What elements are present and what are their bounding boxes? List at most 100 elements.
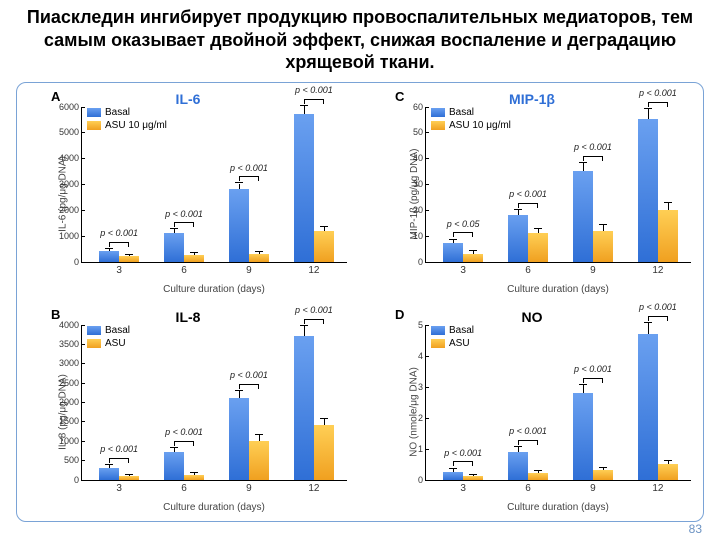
y-tick: 1000 [59, 231, 82, 241]
bar-asu [593, 231, 613, 262]
bar-basal [443, 472, 463, 480]
bar-basal [294, 336, 314, 479]
swatch-asu [87, 339, 101, 348]
p-value-label: p < 0.001 [295, 305, 333, 315]
p-value-label: p < 0.001 [100, 228, 138, 238]
legend-asu: ASU 10 μg/ml [105, 120, 167, 131]
panel-letter: C [395, 89, 404, 104]
p-value-label: p < 0.001 [444, 448, 482, 458]
y-tick: 2500 [59, 378, 82, 388]
legend: BasalASU [87, 325, 130, 351]
p-value-label: p < 0.001 [295, 85, 333, 95]
y-tick: 1500 [59, 416, 82, 426]
p-value-label: p < 0.001 [100, 444, 138, 454]
legend-basal: Basal [449, 107, 474, 118]
x-tick: 3 [116, 262, 122, 276]
p-value-label: p < 0.001 [639, 302, 677, 312]
bar-asu [528, 233, 548, 261]
legend-basal: Basal [449, 325, 474, 336]
swatch-basal [431, 108, 445, 117]
bar-asu [314, 425, 334, 479]
y-tick: 4000 [59, 320, 82, 330]
y-tick: 60 [413, 102, 426, 112]
bar-asu [184, 475, 204, 480]
page-number: 83 [689, 522, 702, 536]
p-value-label: p < 0.001 [230, 163, 268, 173]
chart-panel-B: BIL-8IL-8 (pg/μg DNA)Culture duration (d… [25, 307, 351, 517]
chart-title: NO [522, 309, 543, 325]
bar-asu [463, 254, 483, 262]
x-tick: 6 [181, 262, 187, 276]
x-tick: 9 [246, 262, 252, 276]
swatch-asu [431, 339, 445, 348]
y-tick: 6000 [59, 102, 82, 112]
page-title: Пиаскледин ингибирует продукцию провоспа… [0, 0, 720, 78]
swatch-basal [431, 326, 445, 335]
y-tick: 5 [418, 320, 426, 330]
chart-panel-A: AIL-6IL-6 (pg/μg DNA)Culture duration (d… [25, 89, 351, 299]
bar-basal [294, 114, 314, 261]
y-tick: 5000 [59, 127, 82, 137]
legend-asu: ASU 10 μg/ml [449, 120, 511, 131]
x-tick: 6 [525, 480, 531, 494]
y-tick: 0 [418, 257, 426, 267]
x-axis-label: Culture duration (days) [425, 284, 691, 295]
x-tick: 12 [308, 480, 319, 494]
y-tick: 3 [418, 382, 426, 392]
bar-basal [638, 334, 658, 480]
y-tick: 2000 [59, 397, 82, 407]
y-tick: 2 [418, 413, 426, 423]
x-tick: 12 [652, 262, 663, 276]
swatch-basal [87, 326, 101, 335]
y-tick: 0 [418, 475, 426, 485]
y-tick: 500 [64, 455, 82, 465]
x-tick: 12 [652, 480, 663, 494]
p-value-label: p < 0.001 [165, 427, 203, 437]
bar-asu [184, 255, 204, 261]
bar-basal [164, 233, 184, 261]
chart-title: MIP-1β [509, 91, 555, 107]
y-tick: 30 [413, 179, 426, 189]
bar-asu [249, 254, 269, 262]
bar-asu [528, 473, 548, 479]
panel-letter: D [395, 307, 404, 322]
x-tick: 3 [460, 262, 466, 276]
y-tick: 1000 [59, 436, 82, 446]
bar-basal [443, 243, 463, 261]
chart-panel-C: CMIP-1βMIP-1β (pg/μg DNA)Culture duratio… [369, 89, 695, 299]
legend: Basal ASU 10 μg/ml [431, 107, 511, 133]
y-axis-label: IL-6 (pg/μg DNA) [57, 156, 68, 232]
bar-basal [229, 189, 249, 261]
chart-panel-D: DNONO (nmole/μg DNA)Culture duration (da… [369, 307, 695, 517]
legend: BasalASU [431, 325, 474, 351]
bar-basal [573, 171, 593, 261]
panels-grid: AIL-6IL-6 (pg/μg DNA)Culture duration (d… [25, 89, 695, 517]
bar-basal [573, 393, 593, 480]
bar-basal [229, 398, 249, 479]
x-axis-label: Culture duration (days) [81, 284, 347, 295]
x-tick: 3 [116, 480, 122, 494]
p-value-label: p < 0.001 [230, 370, 268, 380]
x-axis-label: Culture duration (days) [81, 502, 347, 513]
swatch-asu [87, 121, 101, 130]
y-tick: 0 [74, 257, 82, 267]
x-tick: 9 [590, 262, 596, 276]
p-value-label: p < 0.001 [574, 364, 612, 374]
p-value-label: p < 0.001 [639, 88, 677, 98]
bar-basal [164, 452, 184, 479]
legend: BasalASU 10 μg/ml [87, 107, 167, 133]
y-tick: 4000 [59, 153, 82, 163]
p-value-label: p < 0.001 [574, 142, 612, 152]
swatch-asu [431, 121, 445, 130]
x-tick: 9 [246, 480, 252, 494]
y-tick: 3500 [59, 339, 82, 349]
bar-asu [314, 231, 334, 262]
y-tick: 3000 [59, 358, 82, 368]
y-tick: 4 [418, 351, 426, 361]
y-tick: 0 [74, 475, 82, 485]
bar-asu [593, 470, 613, 479]
bar-basal [638, 119, 658, 261]
bar-basal [99, 468, 119, 480]
bar-basal [508, 215, 528, 262]
bar-asu [463, 476, 483, 479]
